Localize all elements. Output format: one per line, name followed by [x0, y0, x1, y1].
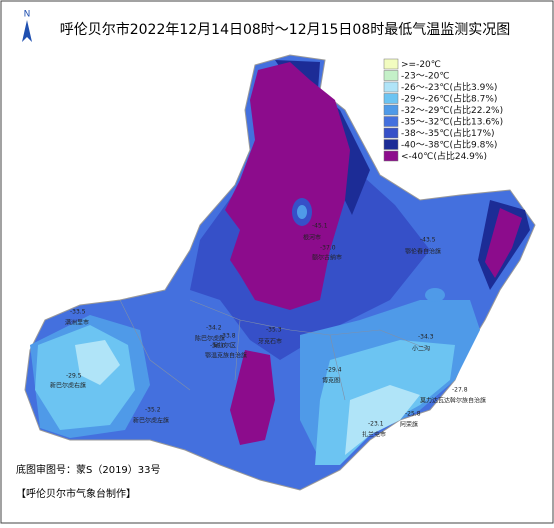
station-value: -45.1: [312, 223, 328, 230]
legend-label: <-40℃(占比24.9%): [401, 150, 487, 162]
legend-swatch: [383, 81, 399, 93]
station-value: -35.2: [145, 407, 161, 414]
station-value: -29.4: [326, 367, 342, 374]
station-name: 阿荣旗: [400, 421, 418, 429]
legend-label: -29～-26℃(占比8.7%): [401, 93, 497, 105]
stations: -45.1 根河市 -37.0 额尔古纳市 -43.5 鄂伦春自治旗 -33.5…: [50, 223, 486, 439]
legend-label: -26～-23℃(占比3.9%): [401, 81, 497, 93]
footer-maker: 【呼伦贝尔市气象台制作】: [16, 487, 136, 500]
station-value: -36.0: [210, 343, 226, 350]
station-value: -34.2: [206, 325, 222, 332]
legend-swatch: [383, 116, 399, 127]
station-value: -43.5: [420, 237, 436, 244]
station-name: 牙克石市: [258, 338, 282, 346]
legend-swatch: [383, 104, 399, 116]
station-value: -35.3: [266, 327, 282, 334]
legend-label: -40～-38℃(占比9.8%): [401, 139, 497, 151]
legend-swatch: [383, 127, 399, 139]
station-name: 额尔古纳市: [312, 254, 342, 262]
station-name: 鄂伦春自治旗: [405, 248, 441, 256]
station-value: -29.5: [66, 373, 82, 380]
station-name: 新巴尔虎左旗: [133, 417, 169, 425]
station-name: 鄂温克族自治旗: [205, 352, 247, 360]
station-name: 新巴尔虎右旗: [50, 382, 86, 390]
legend-swatch: [383, 70, 399, 81]
north-label: N: [24, 10, 31, 20]
station-name: 满洲里市: [65, 319, 89, 327]
station-value: -34.3: [418, 334, 434, 341]
station-name: 陈巴尔虎旗: [195, 335, 225, 343]
legend-label: -38～-35℃(占比17%): [401, 127, 495, 139]
legend: >=-20℃ -23～-20℃-26～-23℃(占比3.9%)-29～-26℃(占…: [383, 58, 503, 162]
legend-label: -32～-29℃(占比22.2%): [401, 104, 503, 116]
station-name: 海拉尔区: [212, 342, 236, 350]
footer-approval: 底图审图号：蒙S（2019）33号: [16, 463, 161, 476]
north-arrow: N: [22, 10, 32, 42]
legend-label: -35～-32℃(占比13.6%): [401, 116, 503, 128]
station-value: -33.5: [70, 309, 86, 316]
map-title: 呼伦贝尔市2022年12月14日08时～12月15日08时最低气温监测实况图: [60, 21, 511, 38]
temperature-field: [24, 54, 536, 491]
legend-swatch: [383, 139, 399, 150]
station-value: -27.8: [452, 387, 468, 394]
legend-swatch: [383, 58, 399, 70]
legend-label: -23～-20℃: [401, 72, 450, 82]
station-name: 根河市: [303, 234, 321, 242]
station-value: -37.0: [320, 245, 336, 252]
station-value: -33.8: [220, 333, 236, 340]
station-name: 莫力达瓦达斡尔族自治旗: [420, 397, 486, 405]
station-value: -23.1: [368, 421, 384, 428]
station-name: 扎兰屯市: [362, 431, 386, 439]
station-name: 博克图: [322, 377, 340, 385]
station-value: -25.8: [405, 411, 421, 418]
station-name: 小二沟: [412, 345, 430, 353]
legend-swatch: [383, 150, 399, 162]
legend-label: >=-20℃: [401, 60, 441, 70]
legend-swatch: [383, 93, 399, 104]
